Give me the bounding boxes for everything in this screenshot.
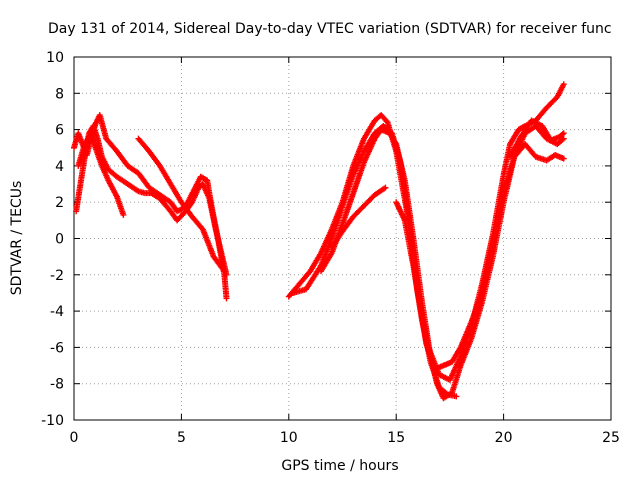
data-point	[453, 393, 460, 400]
y-tick-label: -10	[41, 413, 64, 429]
axis-ticks	[73, 56, 612, 421]
series-trace-h	[393, 199, 460, 400]
x-tick-label: 15	[387, 430, 405, 446]
data-series	[71, 81, 567, 402]
y-tick-label: -4	[50, 304, 64, 320]
series-trace-i	[328, 184, 389, 251]
y-tick-label: 8	[55, 86, 64, 102]
y-tick-label: 4	[55, 159, 64, 175]
series-trace-d	[135, 135, 228, 275]
y-tick-label: -6	[50, 340, 64, 356]
data-point	[382, 184, 389, 191]
series-trace-c	[75, 130, 127, 218]
data-point	[223, 271, 230, 278]
x-tick-label: 0	[70, 430, 79, 446]
data-point	[560, 81, 567, 88]
x-tick-label: 20	[495, 430, 513, 446]
x-tick-label: 10	[280, 430, 298, 446]
data-point	[560, 130, 567, 137]
y-tick-label: 6	[55, 123, 64, 139]
y-tick-labels: -10 -8 -6 -4 -2 0 2 4 6 8 10	[41, 50, 64, 429]
data-point	[560, 155, 567, 162]
x-tick-label: 25	[602, 430, 620, 446]
data-point	[221, 268, 228, 275]
x-tick-labels: 0 5 10 15 20 25	[70, 430, 620, 446]
y-tick-label: 10	[46, 50, 64, 66]
data-point	[120, 211, 127, 218]
y-tick-label: -8	[50, 377, 64, 393]
series-trace-j	[507, 117, 567, 160]
y-axis-label: SDTVAR / TECUs	[9, 181, 25, 296]
data-point	[560, 135, 567, 142]
y-tick-label: 2	[55, 195, 64, 211]
y-tick-label: -2	[50, 268, 64, 284]
x-axis-label: GPS time / hours	[281, 458, 398, 474]
series-trace-b	[73, 122, 230, 278]
grid-lines	[74, 57, 611, 420]
data-point	[559, 131, 566, 138]
x-tick-label: 5	[177, 430, 186, 446]
chart-title: Day 131 of 2014, Sidereal Day-to-day VTE…	[48, 21, 612, 37]
data-point	[223, 295, 230, 302]
y-tick-label: 0	[55, 232, 64, 248]
data-point	[559, 136, 566, 143]
series-trace-a	[71, 112, 230, 302]
